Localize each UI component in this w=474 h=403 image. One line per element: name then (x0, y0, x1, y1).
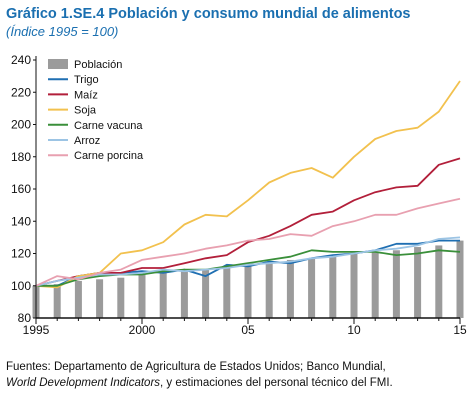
legend-label-ma-z: Maíz (74, 89, 98, 101)
bars-layer (32, 240, 464, 318)
y-tick-label: 140 (11, 214, 31, 228)
bar-poblacion-2008 (308, 258, 316, 318)
bar-poblacion-2004 (223, 266, 231, 318)
chart-subtitle: (Índice 1995 = 100) (6, 24, 119, 39)
bar-poblacion-1997 (74, 280, 82, 318)
series-line-carne-vacuna (36, 249, 461, 287)
y-tick-label: 120 (11, 247, 31, 261)
bar-poblacion-1998 (96, 279, 104, 318)
y-tick-label: 100 (11, 279, 31, 293)
legend: Población Trigo Maíz Soja Carne vacuna Arroz C… (48, 59, 144, 162)
legend-label-trigo: Trigo (74, 74, 99, 86)
bar-poblacion-2003 (202, 269, 210, 318)
y-tick-label: 80 (18, 311, 32, 325)
bar-poblacion-2011 (371, 251, 379, 318)
legend-label-arroz: Arroz (74, 135, 100, 147)
bar-poblacion-1996 (53, 284, 61, 318)
bar-poblacion-2013 (414, 247, 422, 318)
legend-label-carne-porcina: Carne porcina (74, 150, 144, 162)
series-line-arroz (35, 236, 461, 287)
x-tick-label: 10 (347, 323, 361, 337)
bar-poblacion-2001 (159, 272, 167, 318)
bar-poblacion-2015 (456, 240, 464, 318)
y-tick-label: 160 (11, 182, 31, 196)
chart: 80 100 120 140 160 180 200 220 240 1995 2000 05 10 15… (11, 53, 467, 337)
source-line-2-rest: , y estimaciones del personal técnico de… (160, 377, 393, 389)
bar-poblacion-2012 (392, 250, 400, 318)
source-publication: World Development Indicators (6, 377, 161, 389)
bar-poblacion-2000 (138, 274, 146, 318)
x-tick-label: 15 (453, 323, 467, 337)
x-tick-label: 2000 (129, 323, 156, 337)
legend-label-carne-vacuna: Carne vacuna (74, 120, 143, 132)
bar-poblacion-2014 (435, 245, 443, 318)
y-tick-label: 200 (11, 118, 31, 132)
x-tick-label: 05 (241, 323, 255, 337)
legend-label-soja: Soja (74, 105, 97, 117)
y-tick-label: 220 (11, 85, 31, 99)
lines-layer (35, 80, 461, 289)
bar-poblacion-2009 (329, 256, 337, 318)
source-line-1: Fuentes: Departamento de Agricultura de … (6, 361, 386, 373)
source-note: Fuentes: Departamento de Agricultura de … (6, 359, 393, 391)
bar-poblacion-1999 (117, 277, 125, 318)
series-line-soja (35, 80, 461, 289)
y-tick-label: 180 (11, 150, 31, 164)
series-line-ma-z (35, 157, 461, 287)
chart-title: Gráfico 1.SE.4 Población y consumo mundi… (6, 6, 411, 22)
source-line-2: World Development Indicators, y estimaci… (6, 375, 393, 391)
bar-poblacion-2006 (265, 263, 273, 318)
axes-layer: 80 100 120 140 160 180 200 220 240 1995 2000 05 10 15 (11, 53, 467, 337)
series-line-carne-porcina (35, 197, 461, 287)
bar-poblacion-2002 (180, 271, 188, 318)
bar-poblacion-2007 (286, 259, 294, 318)
x-tick-label: 1995 (23, 323, 50, 337)
y-tick-label: 240 (11, 53, 31, 67)
legend-swatch-poblacion (48, 59, 68, 69)
bar-poblacion-2005 (244, 264, 252, 318)
legend-label-poblacion: Población (74, 59, 122, 71)
bar-poblacion-2010 (350, 253, 358, 318)
